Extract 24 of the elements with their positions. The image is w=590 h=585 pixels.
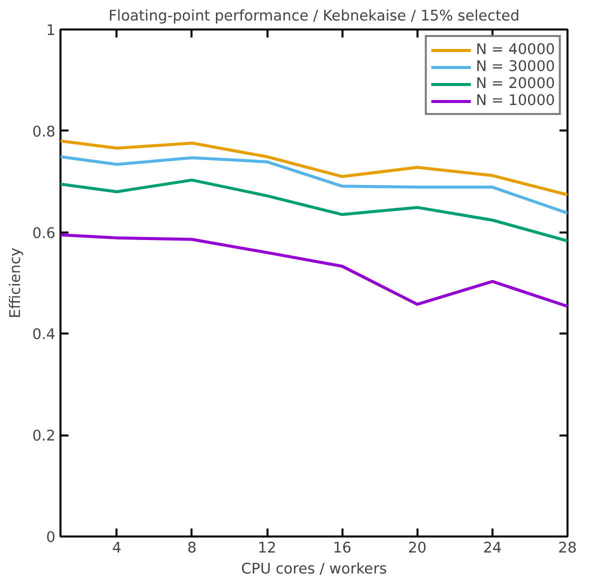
y-tick-label: 0.2 [32, 428, 56, 445]
x-tick-label: 8 [187, 540, 197, 556]
x-tick-label: 24 [483, 540, 502, 556]
x-tick-label: 12 [258, 540, 276, 556]
line-series [60, 155, 568, 215]
chart-title: Floating-point performance / Kebnekaise / 15% selected [108, 8, 520, 24]
y-tick-label: 0.8 [32, 123, 56, 140]
y-tick-label: 0.4 [32, 326, 56, 344]
x-tick-label: 4 [112, 540, 122, 556]
x-tick-label: 16 [332, 540, 352, 556]
y-tick-label: 0.6 [32, 224, 56, 242]
y-axis-title: Efficiency [7, 247, 24, 318]
legend-label: N = 40000 [476, 41, 555, 58]
x-axis-title: CPU cores / workers [241, 560, 387, 578]
line-series [60, 178, 568, 242]
line-series [60, 233, 568, 308]
y-tick-label: 1 [46, 22, 56, 39]
line-series [60, 140, 568, 196]
legend-label: N = 20000 [476, 75, 555, 92]
x-tick-label: 20 [408, 540, 427, 556]
legend-label: N = 30000 [476, 58, 555, 75]
x-tick-label: 28 [558, 540, 577, 556]
legend-label: N = 10000 [476, 92, 555, 109]
y-tick-label: 0 [46, 529, 56, 546]
